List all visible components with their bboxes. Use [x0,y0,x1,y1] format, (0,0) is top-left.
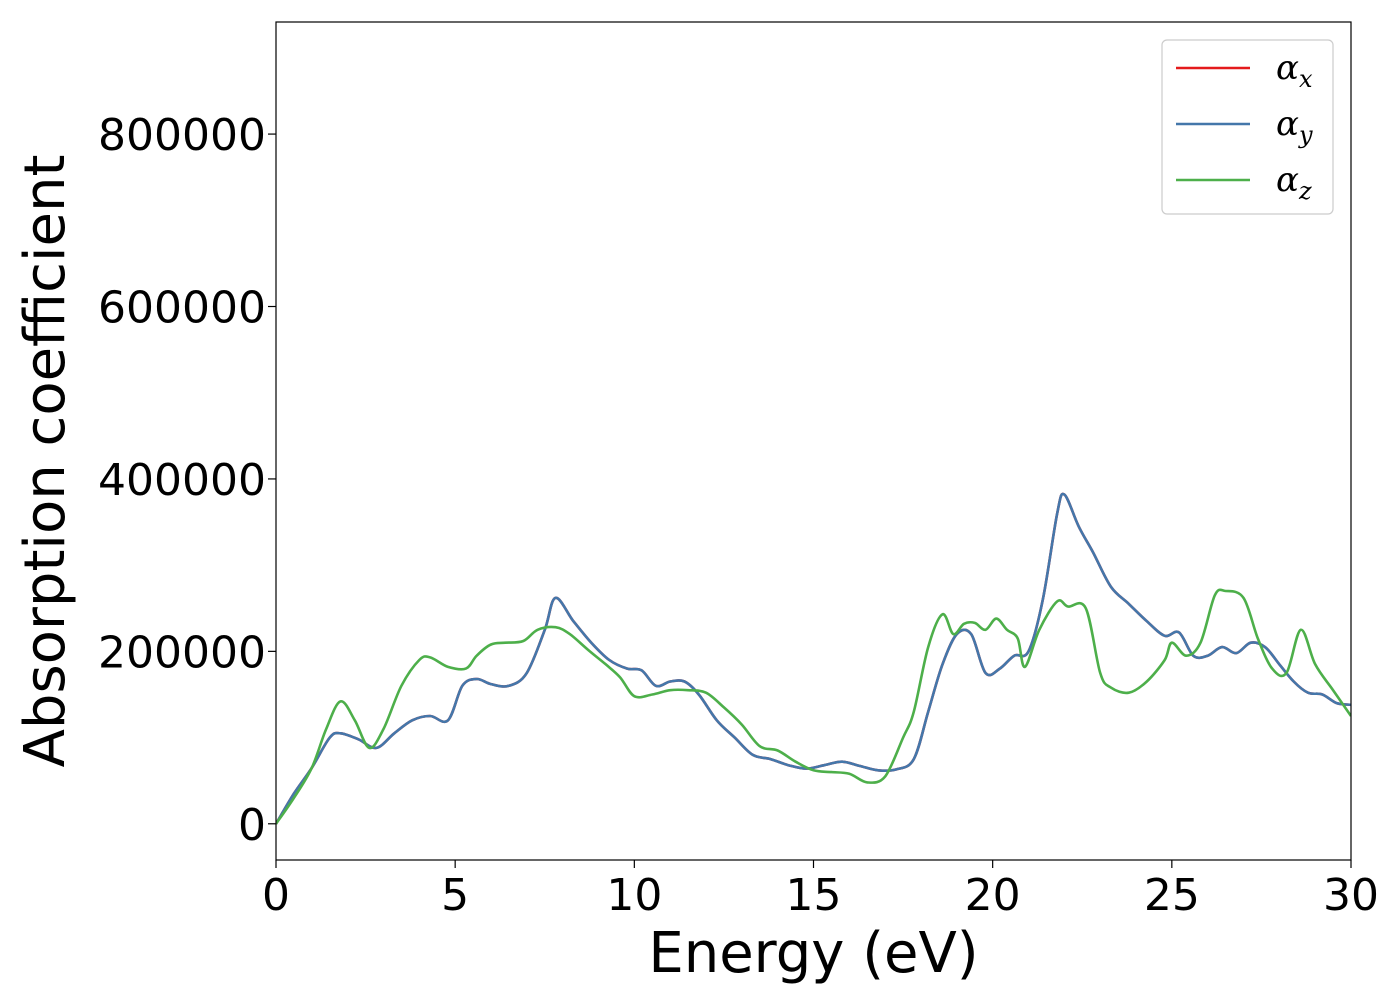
x-tick-label: 20 [965,870,1021,921]
series-line-z [276,588,1351,825]
y-tick-label: 0 [238,800,266,851]
y-axis-ticks: 0 200000 400000 600000 800000 [98,110,276,851]
x-tick-label: 5 [441,870,469,921]
y-tick-label: 400000 [98,455,266,506]
legend-label-y: αy [1276,104,1313,149]
plot-lines [276,492,1351,825]
legend: αx αy αz [1161,39,1334,215]
x-tick-label: 10 [606,870,662,921]
legend-box [1161,39,1334,215]
y-axis-label: Absorption coefficient [13,155,78,768]
x-tick-label: 25 [1144,870,1200,921]
y-tick-label: 600000 [98,283,266,334]
x-axis-ticks: 0 5 10 15 20 25 30 [262,860,1379,921]
series-line-y [276,492,1351,825]
x-tick-label: 0 [262,870,290,921]
legend-label-x: αx [1276,48,1313,93]
x-axis-label: Energy (eV) [648,921,978,986]
x-tick-label: 15 [786,870,842,921]
y-tick-label: 200000 [98,627,266,678]
x-tick-label: 30 [1323,870,1379,921]
series-line-x [276,492,1351,825]
legend-label-z: αz [1276,160,1312,205]
y-tick-label: 800000 [98,110,266,161]
